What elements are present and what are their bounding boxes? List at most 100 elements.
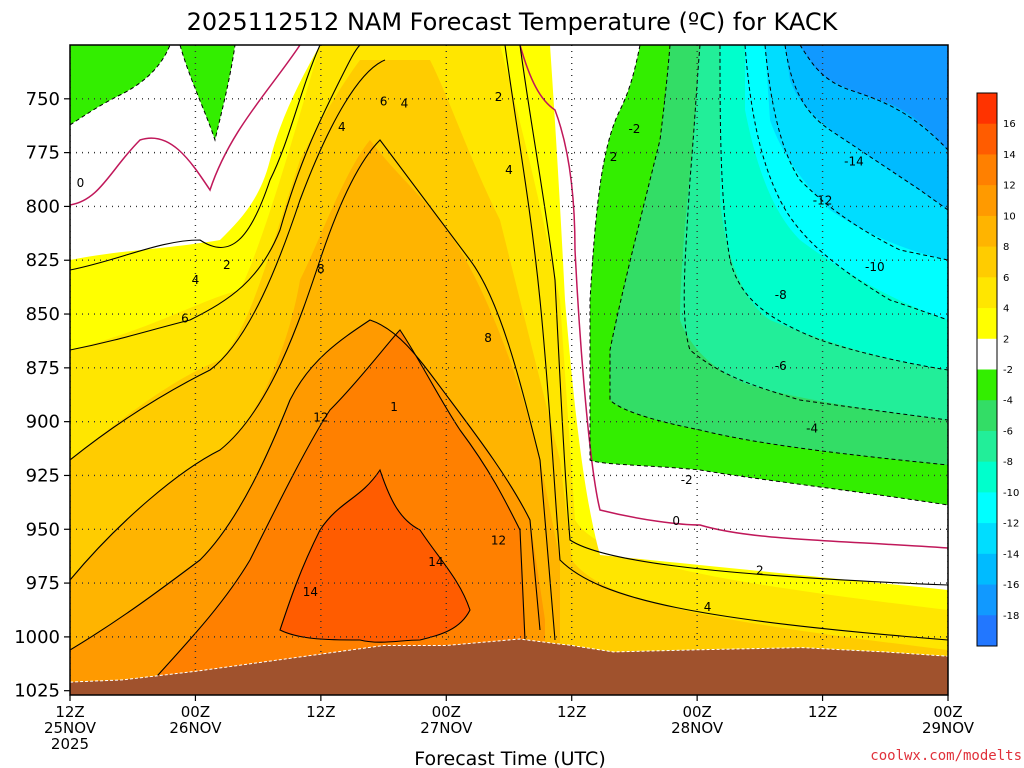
- y-tick-label: 1000: [14, 627, 60, 648]
- contour-14: [279, 468, 471, 643]
- y-tick-label: 1025: [14, 681, 60, 702]
- contour-label: -8: [775, 288, 787, 302]
- ground-surface: [70, 638, 948, 695]
- contour-label: -2: [628, 122, 640, 136]
- cold-band-left-2: [180, 45, 235, 140]
- contour-label: 0: [672, 514, 680, 528]
- contour-label: -10: [865, 260, 885, 274]
- black-contours: [70, 45, 948, 695]
- contour-label: 4: [401, 96, 409, 110]
- grid-lines: [70, 45, 948, 695]
- colorbar-label: -16: [1003, 580, 1019, 591]
- cold-band-left-1: [70, 45, 170, 125]
- colorbar-swatch: [977, 93, 997, 125]
- colorbar-label: 16: [1003, 119, 1016, 130]
- y-tick-label: 900: [26, 412, 60, 433]
- contour-2: [70, 45, 321, 271]
- x-tick-label: 12Z: [808, 703, 837, 721]
- colorbar-swatch: [977, 246, 997, 278]
- colorbar-swatch: [977, 154, 997, 186]
- x-tick-label: 25NOV: [44, 719, 97, 737]
- colorbar-swatch: [977, 369, 997, 401]
- y-tick-label: 750: [26, 89, 60, 110]
- contour-label: 6: [380, 94, 388, 108]
- colorbar-label: -18: [1003, 611, 1019, 622]
- chart-title: 2025112512 NAM Forecast Temperature (ºC)…: [187, 8, 839, 36]
- contour-6: [70, 59, 386, 461]
- warm-band-14: [280, 470, 470, 643]
- colorbar-label: 6: [1003, 273, 1009, 284]
- x-tick-label: 27NOV: [420, 719, 473, 737]
- y-tick-label: 850: [26, 304, 60, 325]
- colorbar-label: 12: [1003, 181, 1016, 192]
- colorbar-label: -14: [1003, 549, 1019, 560]
- contour-10: [70, 319, 541, 651]
- contour-neg-2: [589, 45, 948, 506]
- y-tick-label: 825: [26, 250, 60, 271]
- plot-frame: [69, 44, 949, 696]
- contour-neg-6: [683, 45, 948, 421]
- colorbar-swatch: [977, 523, 997, 555]
- contour-neg-14: [784, 45, 948, 211]
- credit-text: coolwx.com/modelts: [870, 748, 1022, 764]
- y-axis: 750 775 800 825 850 875 900 925 950 975 1000 1025: [14, 89, 70, 702]
- contour-label: 8: [317, 262, 325, 276]
- x-tick-label: 00Z: [682, 703, 711, 721]
- x-axis-label: Forecast Time (UTC): [414, 748, 605, 768]
- colorbar-label: 4: [1003, 304, 1009, 315]
- colorbar-swatch: [977, 553, 997, 586]
- contour-label: 4: [704, 600, 712, 614]
- y-tick-label: 800: [26, 196, 60, 217]
- dashed-contours: [70, 45, 948, 506]
- colorbar-label: -12: [1003, 519, 1019, 530]
- x-tick-label: 26NOV: [169, 719, 222, 737]
- contour-label: -14: [844, 155, 864, 169]
- contour-label: -4: [806, 421, 818, 435]
- white-band-upper: [70, 45, 320, 260]
- contour-zero-mid: [519, 45, 948, 549]
- contour-neg-8: [719, 45, 948, 371]
- colorbar-label: -10: [1003, 488, 1019, 499]
- contour-left-green-1: [70, 45, 171, 126]
- x-tick-label: 00Z: [432, 703, 461, 721]
- colorbar-swatch: [977, 461, 997, 493]
- colorbar-label: 8: [1003, 242, 1009, 253]
- contour-label: 14: [428, 555, 443, 569]
- contour-8: [70, 139, 556, 641]
- colorbar-label: -6: [1003, 426, 1013, 437]
- y-tick-label: 925: [26, 465, 60, 486]
- y-tick-label: 875: [26, 358, 60, 379]
- contour-label: 4: [338, 120, 346, 134]
- contour-neg-10: [744, 45, 948, 321]
- colorbar-swatch: [977, 400, 997, 432]
- colorbar-label: -4: [1003, 396, 1013, 407]
- contour-label: 8: [484, 331, 492, 345]
- x-tick-label: 29NOV: [922, 719, 975, 737]
- contour-label: 0: [77, 176, 85, 190]
- contour-label: 14: [303, 585, 318, 599]
- contour-label: 2: [495, 90, 503, 104]
- colorbar-swatch: [977, 215, 997, 248]
- x-tick-label: 12Z: [557, 703, 586, 721]
- colorbar-swatch: [977, 338, 997, 370]
- contour-label: -6: [775, 359, 787, 373]
- contour-12: [139, 329, 526, 695]
- x-tick-label: 00Z: [181, 703, 210, 721]
- contour-label: -2: [681, 473, 693, 487]
- colorbar-label: -2: [1003, 365, 1013, 376]
- contour-right-4: [504, 45, 948, 641]
- colorbar-swatch: [977, 308, 997, 340]
- colorbar: 16 14 12 10 8 6 4 2 -2 -4 -6 -8 -10 -12 -14 -16 -18: [976, 92, 1019, 647]
- colorbar-frame: [976, 92, 998, 647]
- y-tick-label: 775: [26, 143, 60, 164]
- contour-label: 12: [313, 411, 328, 425]
- contour-right-2: [519, 45, 948, 586]
- x-tick-label: 12Z: [55, 703, 84, 721]
- cold-band-16: [800, 45, 948, 150]
- contour-4: [70, 45, 361, 351]
- contour-label: 2: [223, 258, 231, 272]
- colorbar-label: 14: [1003, 150, 1016, 161]
